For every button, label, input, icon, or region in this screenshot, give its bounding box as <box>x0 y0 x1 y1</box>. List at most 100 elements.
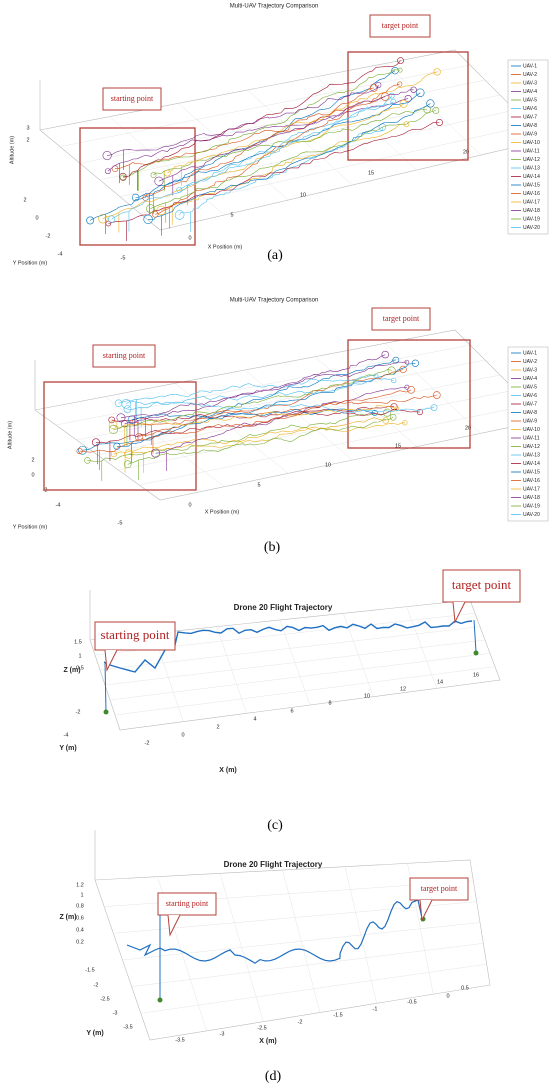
panel: Multi-UAV Trajectory Comparison (b) X Posi… <box>7 298 549 555</box>
loop <box>390 98 397 105</box>
loop <box>399 99 408 108</box>
callout-pointer <box>167 914 181 937</box>
loop <box>404 94 412 103</box>
trajectory <box>124 354 386 425</box>
legend-label: UAV-6 <box>523 106 537 112</box>
x-tick-label: 10 <box>364 693 370 699</box>
x-tick-label: -2.5 <box>257 1025 266 1031</box>
trajectory <box>145 87 374 198</box>
panel-label: (a) <box>267 248 283 263</box>
trajectory <box>113 368 392 430</box>
y-tick-label: 2 <box>23 197 26 203</box>
z-tick-label: 0.5 <box>76 665 84 671</box>
loop <box>402 420 408 426</box>
grid-line <box>114 666 496 716</box>
loop <box>430 404 438 411</box>
loop <box>416 408 423 416</box>
drop-line <box>473 619 477 653</box>
trajectory <box>135 92 421 198</box>
highlight-box <box>43 381 197 491</box>
x-tick-label: -0.5 <box>407 999 416 1005</box>
loop <box>371 409 378 416</box>
trajectory <box>87 412 388 462</box>
loop <box>392 356 400 364</box>
grid-line <box>139 404 531 486</box>
loop <box>123 405 132 414</box>
x-tick-label: 0 <box>188 235 191 241</box>
x-tick-label: -3 <box>220 1031 225 1037</box>
loop <box>131 193 140 202</box>
loop <box>78 445 87 455</box>
loop <box>154 176 164 186</box>
legend-label: UAV-2 <box>523 72 537 78</box>
trajectory <box>112 405 397 429</box>
callout-text: target point <box>452 577 512 592</box>
trajectory <box>138 369 404 438</box>
trajectory <box>102 103 404 219</box>
loop <box>410 86 417 93</box>
z-tick-label: 0.4 <box>76 927 84 933</box>
loop <box>415 88 425 98</box>
callout-box <box>371 307 431 331</box>
y-axis-label: Y (m) <box>86 1030 103 1037</box>
trajectory <box>128 422 405 455</box>
loop <box>98 213 108 224</box>
loop <box>104 168 111 175</box>
loop <box>108 416 116 424</box>
x-axis-label: X (m) <box>219 767 237 774</box>
trajectory <box>103 620 473 673</box>
trajectory <box>158 89 414 182</box>
loop <box>146 204 155 214</box>
z-tick-label: 1 <box>78 653 81 659</box>
callout-text: target point <box>383 314 420 323</box>
loop <box>124 449 134 459</box>
panel-title: Drone 20 Flight Trajectory <box>224 860 323 869</box>
legend-label: UAV-3 <box>523 80 537 86</box>
z-tick-label: 1 <box>80 892 83 898</box>
y-tick-label: 0 <box>31 472 34 478</box>
loop <box>108 420 118 430</box>
trajectory <box>108 122 440 224</box>
callout-text: starting point <box>103 351 146 360</box>
trajectory <box>116 359 396 447</box>
legend-label: UAV-19 <box>523 216 540 222</box>
trajectory <box>107 84 379 172</box>
trajectory <box>148 103 431 220</box>
callout-pointer <box>419 899 433 922</box>
panel-label: (d) <box>265 1069 282 1084</box>
y-tick-label: -1.5 <box>85 967 94 973</box>
legend-label: UAV-11 <box>523 435 540 441</box>
legend-box <box>507 59 549 235</box>
loop <box>381 350 389 359</box>
trajectory <box>134 394 437 426</box>
x-axis-label: X Position (m) <box>208 244 243 250</box>
panel-title: Multi-UAV Trajectory Comparison <box>230 298 319 304</box>
grid-line <box>139 124 531 214</box>
loop <box>426 99 435 108</box>
grid-line <box>384 343 482 434</box>
legend-label: UAV-8 <box>523 123 537 129</box>
x-tick-label: -5 <box>118 520 123 526</box>
x-axis-label: X (m) <box>259 1038 277 1045</box>
grid-line <box>385 63 482 156</box>
x-tick-label: 15 <box>368 170 374 176</box>
loop <box>397 67 403 73</box>
callout-pointer <box>104 649 118 672</box>
x-tick-label: 2 <box>216 724 219 730</box>
loop <box>150 172 157 179</box>
panel-label: (c) <box>267 818 283 833</box>
x-tick-label: 16 <box>473 672 479 678</box>
start-marker <box>157 997 163 1003</box>
trajectory <box>111 408 420 422</box>
x-tick-label: -1.5 <box>333 1012 342 1018</box>
highlight-box <box>347 339 471 449</box>
x-tick-label: -3.5 <box>175 1037 184 1043</box>
y-tick-label: 2 <box>31 457 34 463</box>
legend-label: UAV-17 <box>523 199 540 205</box>
legend-label: UAV-4 <box>523 89 537 95</box>
legend-label: UAV-12 <box>523 157 540 163</box>
trajectory <box>155 387 407 454</box>
panel-title: Drone 20 Flight Trajectory <box>234 603 333 612</box>
y-tick-label: -4 <box>58 251 63 257</box>
panel: Multi-UAV Trajectory Comparison (a) X Posi… <box>9 4 549 266</box>
